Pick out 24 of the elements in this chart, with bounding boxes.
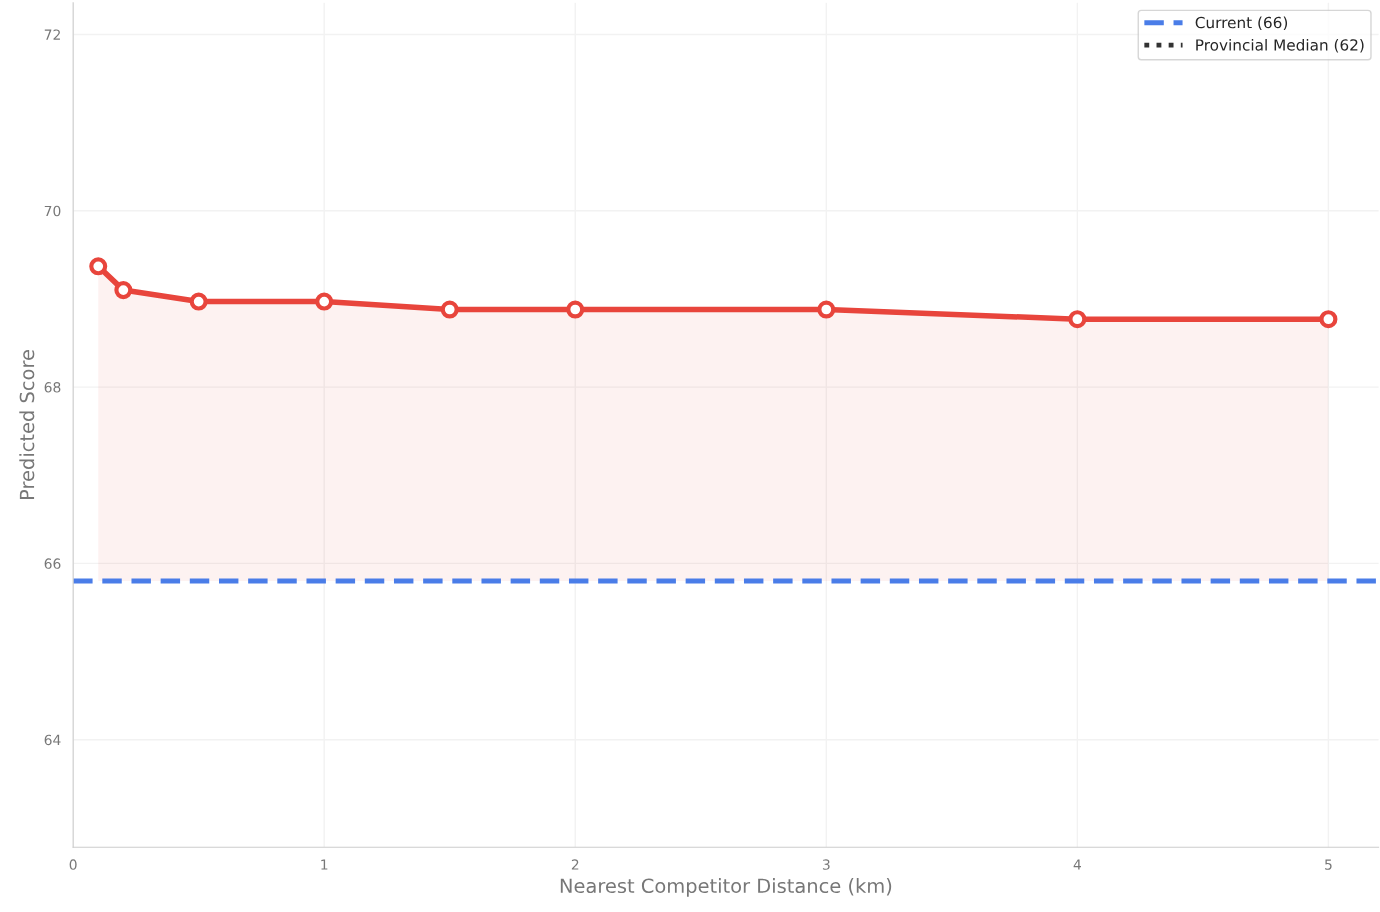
- point: [189, 292, 208, 311]
- y-tick-label: 72: [44, 29, 60, 40]
- point: [1319, 310, 1338, 329]
- point: [817, 300, 836, 319]
- x-tick-label: 2: [571, 859, 579, 870]
- legend-label: Current (66): [1195, 16, 1288, 31]
- y-tick-label: 70: [44, 205, 61, 217]
- point: [440, 300, 459, 319]
- y-tick-label: 64: [44, 734, 61, 746]
- y-axis-title: Predicted Score: [19, 350, 35, 500]
- text: Provincial Median (62): [1196, 38, 1364, 53]
- point: [566, 300, 585, 319]
- point: [1068, 310, 1087, 329]
- x-tick-label: 4: [1073, 859, 1081, 870]
- y-tick-label: 66: [44, 558, 61, 569]
- x-tick-label: 0: [69, 859, 77, 870]
- point: [114, 281, 133, 300]
- x-axis-title: Nearest Competitor Distance (km): [560, 878, 892, 897]
- x-tick-label: 5: [1325, 859, 1332, 870]
- x-tick-label: 1: [321, 859, 328, 870]
- y-tick-label: 68: [44, 382, 61, 393]
- point: [89, 257, 108, 276]
- x-tick-label: 3: [822, 859, 830, 870]
- point: [315, 292, 334, 311]
